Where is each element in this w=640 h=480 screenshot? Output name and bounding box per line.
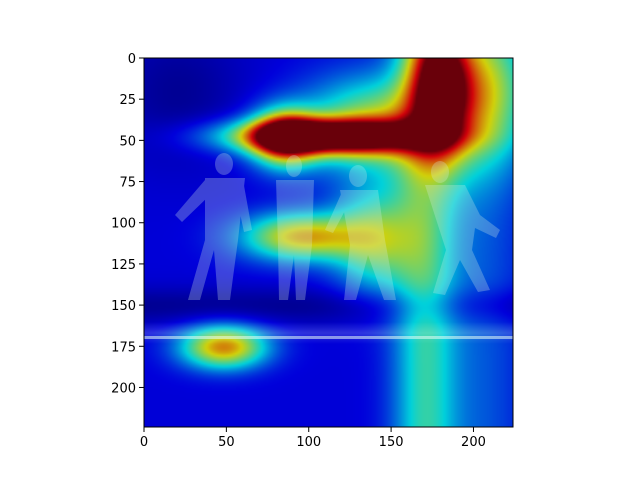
heatmap-image <box>144 58 513 427</box>
y-tick-label: 200 <box>111 381 136 396</box>
y-tick-label: 75 <box>119 176 136 191</box>
y-tick-label: 100 <box>111 217 136 232</box>
y-tick-label: 125 <box>111 258 136 273</box>
y-tick-label: 175 <box>111 340 136 355</box>
x-tick-label: 150 <box>379 435 404 450</box>
y-axis: 0 25 50 75 100 125 150 175 200 <box>111 52 144 396</box>
x-tick-label: 0 <box>140 435 148 450</box>
dancer-silhouette <box>325 165 396 300</box>
dancer-silhouette <box>425 161 500 295</box>
x-tick-label: 100 <box>296 435 321 450</box>
stage-edge <box>144 322 513 344</box>
x-tick-label: 200 <box>461 435 486 450</box>
dancer-silhouette <box>276 155 314 300</box>
x-tick-label: 50 <box>218 435 235 450</box>
y-tick-label: 25 <box>119 93 136 108</box>
heatmap-plot-area <box>144 58 513 427</box>
dancer-silhouette <box>175 153 252 300</box>
y-tick-label: 50 <box>119 134 136 149</box>
y-tick-label: 0 <box>128 52 136 67</box>
x-axis: 0 50 100 150 200 <box>140 427 486 450</box>
axes-frame <box>143 57 514 428</box>
stage-edge-line <box>144 336 513 339</box>
y-tick-label: 150 <box>111 299 136 314</box>
